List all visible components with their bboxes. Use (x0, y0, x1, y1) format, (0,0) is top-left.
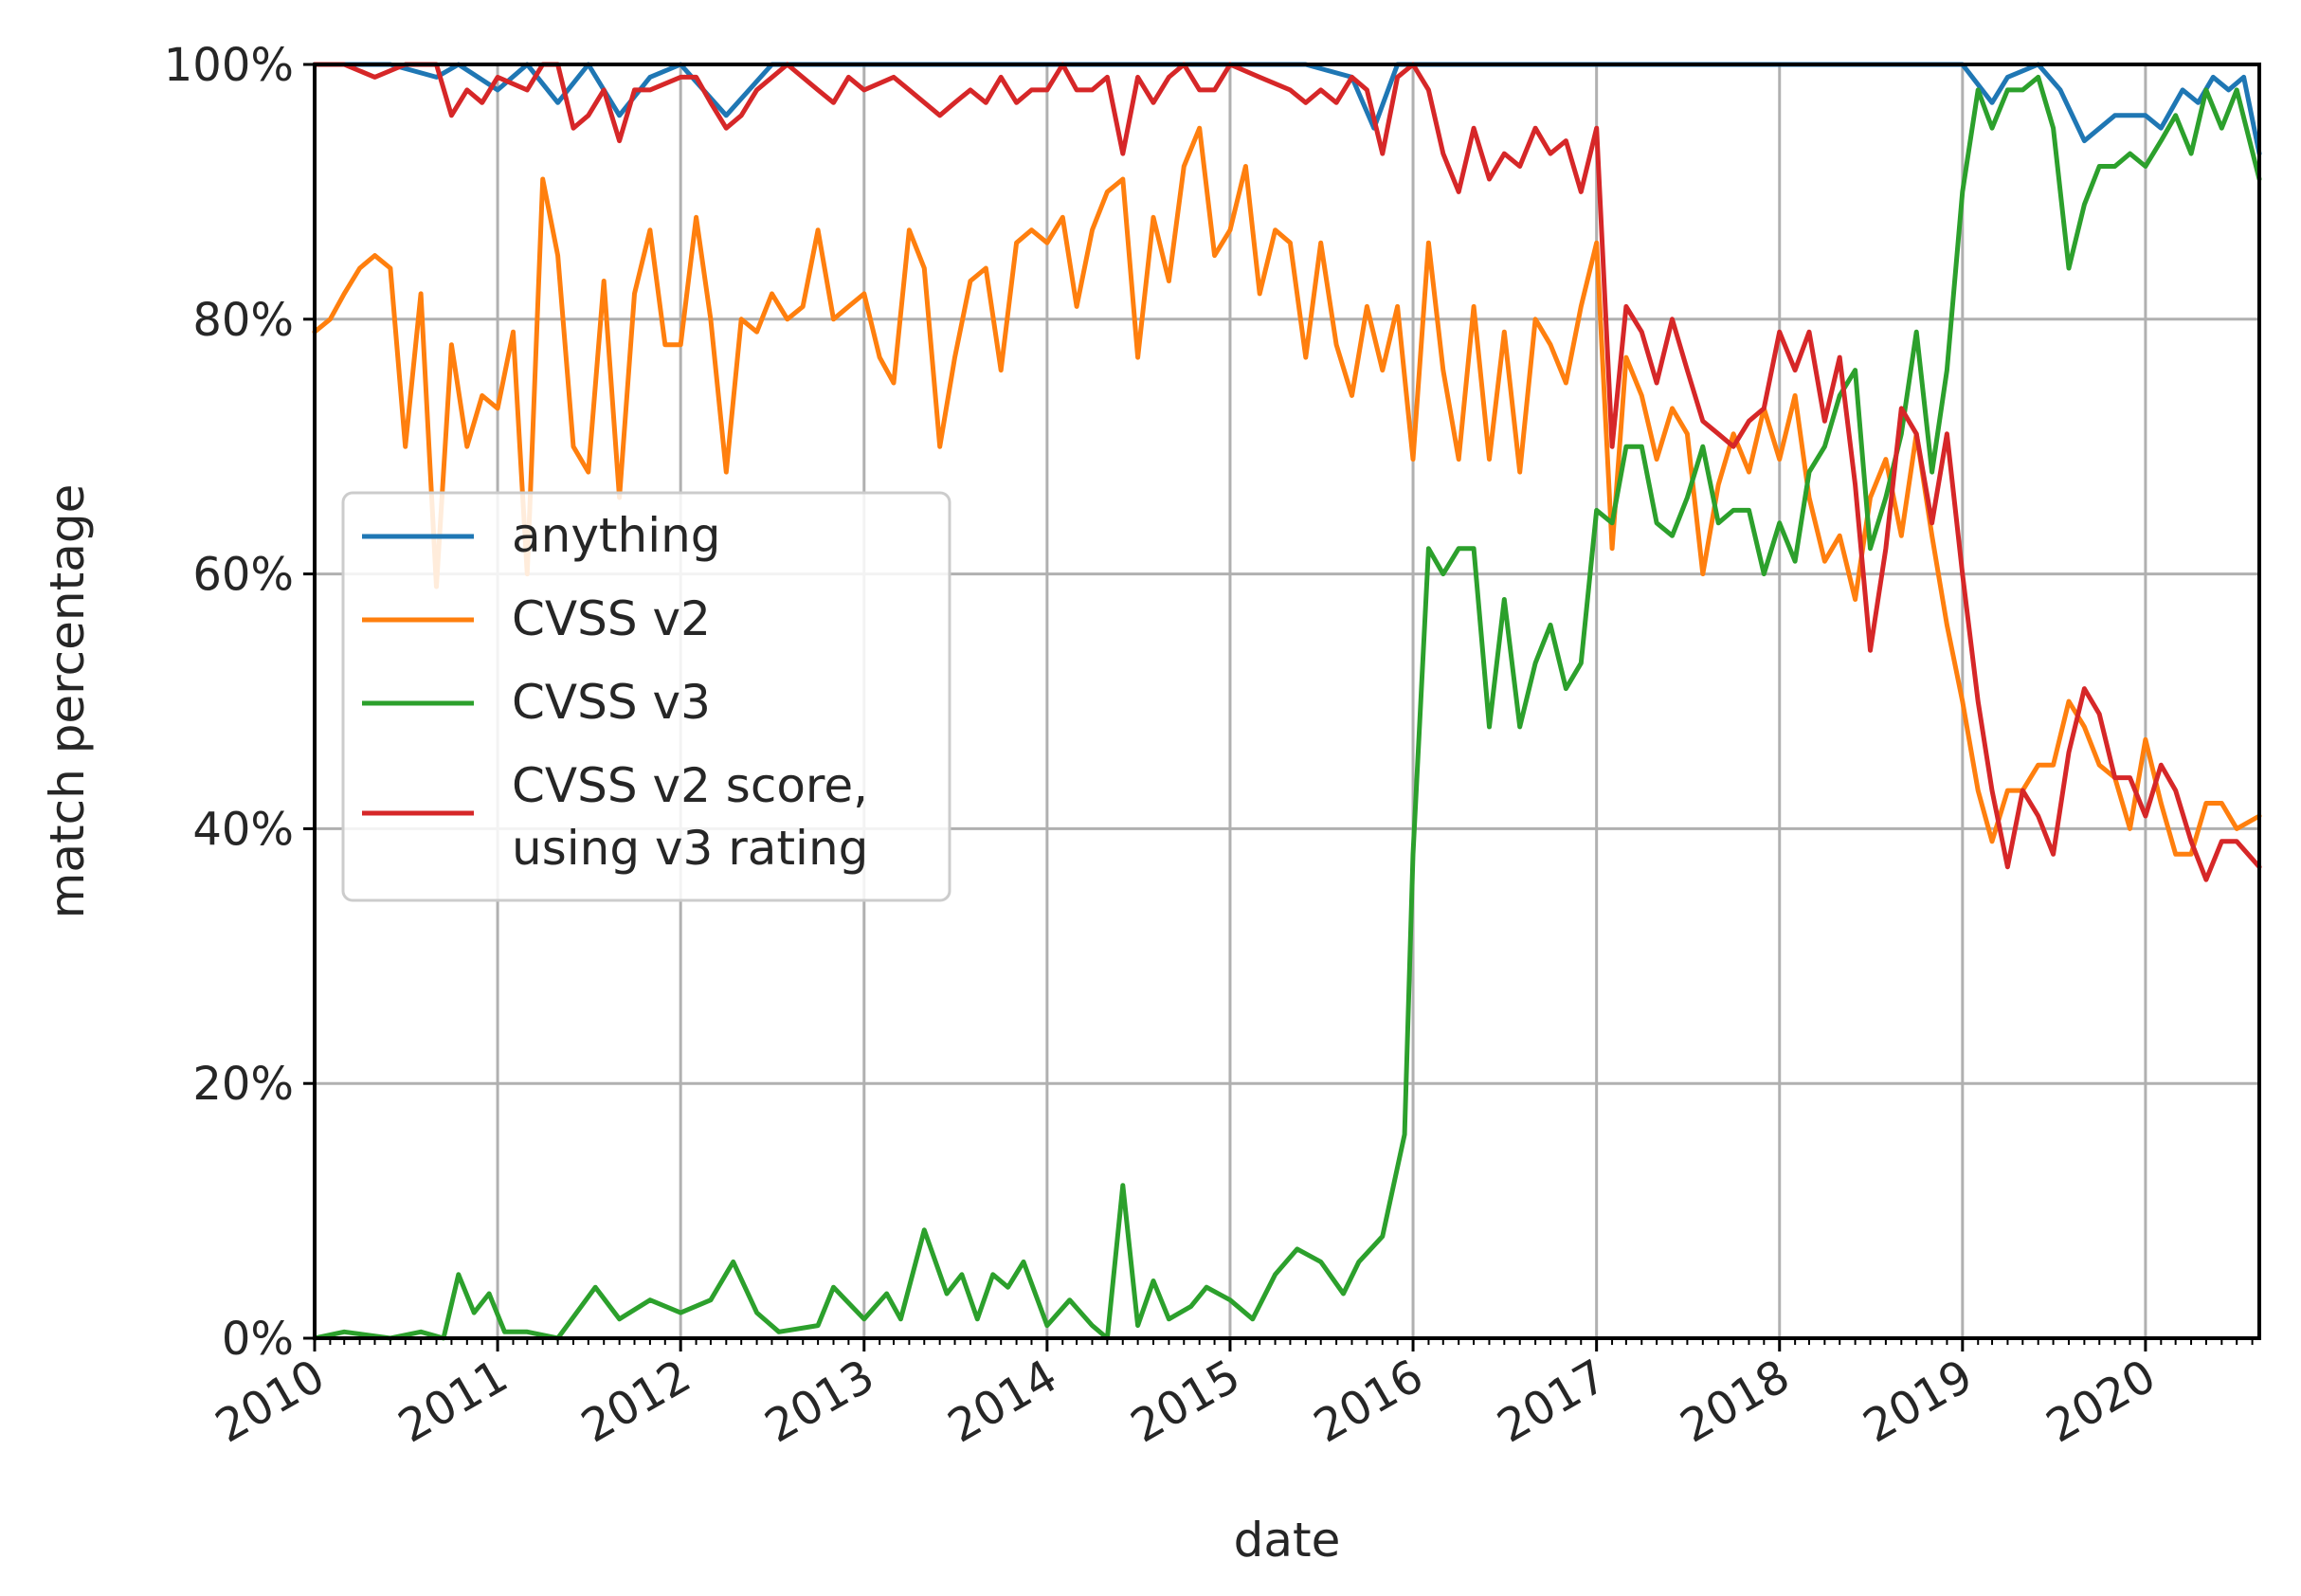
y-axis-ticks: 0% 20% 40% 60% 80% 100% (164, 39, 315, 1366)
series-line-cvss-v3 (312, 74, 2262, 1341)
y-tick-label: 100% (164, 39, 294, 92)
legend-label-cvss-v3: CVSS v3 (512, 675, 711, 730)
y-tick-label: 20% (192, 1058, 294, 1111)
y-tick-label: 60% (192, 549, 294, 602)
legend-label-cvss-v2: CVSS v2 (512, 591, 711, 646)
y-tick-label: 40% (192, 803, 294, 856)
series-lines (312, 62, 2262, 1341)
y-axis-label: match percentage (40, 484, 95, 919)
legend-label-anything: anything (512, 508, 721, 563)
y-tick-label: 0% (222, 1313, 294, 1366)
legend: anything CVSS v2 CVSS v3 CVSS v2 score, usin… (341, 491, 951, 902)
plot-frame (313, 63, 2261, 1340)
y-tick-label: 80% (192, 294, 294, 347)
series-line-anything (312, 62, 2262, 156)
legend-label-cvss-v2-score-using-v3-rating: CVSS v2 score, using v3 rating (512, 758, 868, 876)
legend-items: anything CVSS v2 CVSS v3 CVSS v2 score, usin… (362, 508, 868, 876)
series-line-cvss-v2-score-using-v3-rating (312, 62, 2262, 882)
legend-box (341, 491, 951, 902)
x-axis-label: date (1234, 1513, 1341, 1568)
